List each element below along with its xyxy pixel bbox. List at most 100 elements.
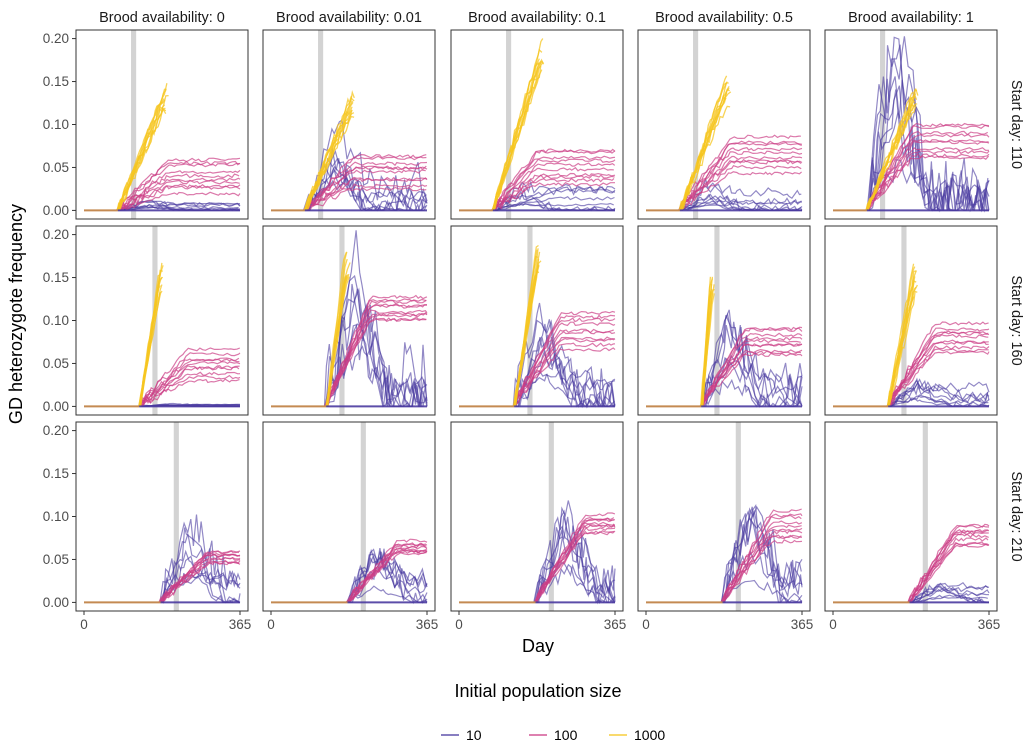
facet-panel: 0.00 0.05 0.10 0.15 0.20 0 365 <box>43 421 252 632</box>
series-line-pop-100 <box>833 130 988 211</box>
series-line-pop-100 <box>459 342 616 407</box>
series-line-pop-10 <box>646 315 803 407</box>
panel-border <box>262 421 436 612</box>
series-line-pop-1000 <box>84 88 167 212</box>
row-facet-label: Start day: 160 <box>1008 275 1024 365</box>
release-window-band <box>880 30 886 219</box>
series-line-pop-100 <box>459 158 616 211</box>
y-tick-label: 0.15 <box>43 270 69 285</box>
series-line-pop-100 <box>459 314 616 407</box>
series-line-pop-1000 <box>84 265 164 408</box>
y-tick-label: 0.15 <box>43 74 69 89</box>
series-line-pop-100 <box>459 336 616 407</box>
column-facet-label: Brood availability: 0.01 <box>276 10 422 26</box>
y-tick-label: 0.05 <box>43 552 69 567</box>
series-line-pop-10 <box>833 596 988 604</box>
series-line-pop-100 <box>646 508 802 603</box>
panel-plot-area <box>833 422 990 611</box>
panel-plot-area <box>84 226 241 415</box>
release-window-band <box>360 422 366 611</box>
panel-border <box>637 225 811 416</box>
series-line-pop-100 <box>833 525 990 603</box>
series-line-pop-100 <box>459 328 614 407</box>
series-line-pop-1000 <box>459 251 541 408</box>
series-line-pop-10 <box>646 509 802 603</box>
y-axis-title: GD heterozygote frequency <box>6 204 26 424</box>
series-line-pop-100 <box>84 550 241 603</box>
series-line-pop-10 <box>459 195 615 211</box>
series-line-pop-100 <box>271 549 428 603</box>
series-line-pop-100 <box>833 149 990 211</box>
column-facet-label: Brood availability: 0 <box>99 10 225 26</box>
series-line-pop-10 <box>646 520 803 604</box>
x-tick-label: 365 <box>604 617 627 632</box>
panel-background <box>76 226 248 415</box>
series-line-pop-10 <box>833 379 990 407</box>
row-facet-label: Start day: 210 <box>1008 471 1024 561</box>
series-line-pop-10 <box>833 36 989 211</box>
series-line-pop-1000 <box>84 290 163 408</box>
legend-item: 100 <box>529 727 578 743</box>
y-tick-label: 0.10 <box>43 117 69 132</box>
series-line-pop-1000 <box>459 61 544 212</box>
panel-background <box>76 30 248 219</box>
release-window-band <box>506 30 512 219</box>
facet-panel <box>262 225 436 416</box>
x-tick-label: 0 <box>80 617 88 632</box>
release-window-band <box>131 30 137 219</box>
series-line-pop-100 <box>271 543 427 603</box>
series-line-pop-100 <box>84 365 240 407</box>
facet-panel: Brood availability: 0.1 <box>450 10 624 220</box>
series-line-pop-100 <box>646 147 803 211</box>
series-line-pop-100 <box>646 513 803 603</box>
series-line-pop-100 <box>84 169 241 211</box>
panel-border <box>262 29 436 220</box>
row-facet-label: Start day: 110 <box>1008 80 1024 169</box>
series-line-pop-1000 <box>833 263 915 408</box>
series-line-pop-1000 <box>833 266 916 408</box>
x-tick-label: 365 <box>229 617 252 632</box>
series-line-pop-100 <box>271 155 427 211</box>
series-line-pop-1000 <box>84 106 167 212</box>
legend-item: 1000 <box>609 727 665 743</box>
series-line-pop-100 <box>833 523 990 603</box>
x-tick-label: 0 <box>829 617 837 632</box>
panel-border <box>824 29 998 220</box>
series-line-pop-100 <box>84 371 241 407</box>
series-line-pop-100 <box>84 347 241 407</box>
series-line-pop-10 <box>459 369 616 407</box>
series-line-pop-100 <box>646 352 803 407</box>
panel-background <box>825 422 997 611</box>
series-line-pop-100 <box>271 165 427 211</box>
panel-border <box>450 225 624 416</box>
x-tick-label: 0 <box>642 617 650 632</box>
panel-border <box>637 29 811 220</box>
series-line-pop-100 <box>271 161 428 211</box>
y-tick-label: 0.20 <box>43 423 69 438</box>
facet-panel: 0 365 <box>450 421 627 632</box>
panel-plot-area <box>833 226 990 415</box>
series-line-pop-100 <box>646 134 801 211</box>
panel-border <box>824 225 998 416</box>
series-line-pop-10 <box>84 514 241 603</box>
series-line-pop-100 <box>459 177 615 211</box>
series-line-pop-10 <box>459 186 616 212</box>
panel-plot-area <box>646 422 803 611</box>
panel-plot-area <box>84 30 241 219</box>
series-line-pop-100 <box>271 186 427 211</box>
facet-panel: Start day: 160 <box>824 225 1024 416</box>
release-window-band <box>922 422 928 611</box>
y-tick-label: 0.00 <box>43 399 69 414</box>
series-line-pop-100 <box>833 124 990 211</box>
panel-border <box>262 225 436 416</box>
panel-border <box>824 421 998 612</box>
column-facet-label: Brood availability: 1 <box>848 10 974 26</box>
series-line-pop-10 <box>833 592 990 603</box>
y-tick-label: 0.00 <box>43 203 69 218</box>
series-line-pop-10 <box>84 203 239 211</box>
series-line-pop-100 <box>646 332 803 407</box>
facet-panel <box>637 225 811 416</box>
series-line-pop-1000 <box>84 99 166 212</box>
series-line-pop-100 <box>459 310 616 407</box>
